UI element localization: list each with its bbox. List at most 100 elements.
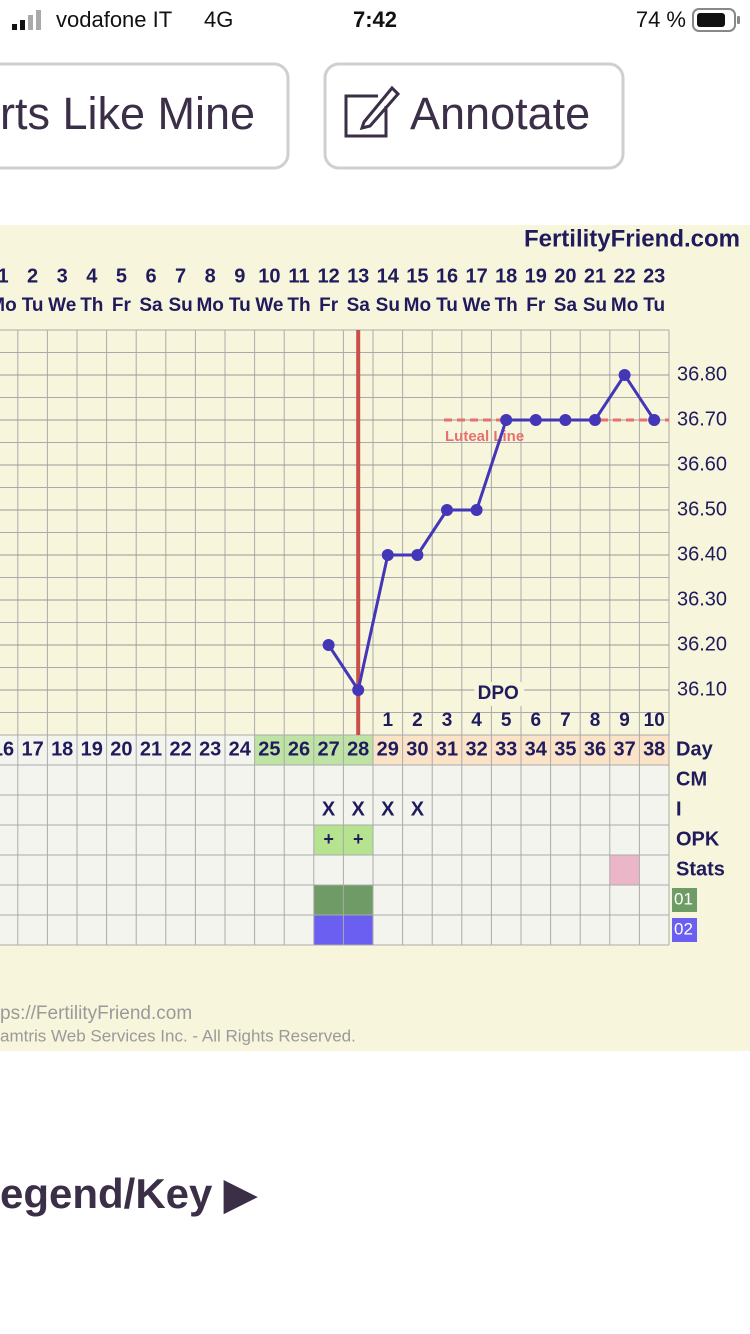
day-number: 10 bbox=[258, 265, 280, 287]
cycle-day: 28 bbox=[347, 738, 369, 760]
temperature-point bbox=[322, 639, 335, 651]
row-label: 01 bbox=[674, 889, 693, 908]
cycle-day: 16 bbox=[0, 738, 14, 760]
day-number: 15 bbox=[406, 265, 428, 287]
y-tick-label: 36.30 bbox=[677, 588, 727, 610]
day-number: 20 bbox=[554, 265, 576, 287]
cycle-day: 30 bbox=[406, 738, 428, 760]
temperature-point bbox=[381, 549, 394, 561]
dpo-number: 1 bbox=[383, 710, 394, 731]
cycle-day-cell bbox=[461, 735, 492, 765]
battery-tip bbox=[737, 16, 740, 24]
row02-cell bbox=[343, 915, 373, 945]
dpo-number: 2 bbox=[412, 710, 423, 731]
signal-bar bbox=[12, 24, 17, 30]
cycle-day: 26 bbox=[288, 738, 310, 760]
y-tick-label: 36.20 bbox=[677, 633, 727, 655]
row01-cell bbox=[343, 885, 373, 915]
cycle-day: 37 bbox=[613, 738, 635, 760]
battery-fill bbox=[697, 13, 725, 27]
dpo-number: 8 bbox=[590, 710, 601, 731]
day-number: 19 bbox=[525, 265, 547, 287]
legend-link[interactable]: egend/Key ▶ bbox=[0, 1170, 258, 1217]
weekday: Fr bbox=[319, 295, 339, 316]
day-number: 21 bbox=[584, 265, 606, 287]
cycle-day-cell bbox=[639, 735, 669, 765]
cycle-day-cell bbox=[521, 735, 551, 765]
stats-cell bbox=[609, 855, 640, 885]
cycle-day-cell bbox=[343, 735, 373, 765]
dpo-number: 7 bbox=[560, 710, 571, 731]
cycle-day-cell bbox=[313, 735, 344, 765]
day-number: 8 bbox=[205, 265, 216, 287]
network: 4G bbox=[204, 7, 233, 32]
row-label-box bbox=[672, 918, 697, 942]
weekday: Sa bbox=[139, 295, 163, 316]
row02-cell bbox=[313, 915, 344, 945]
weekday: We bbox=[48, 295, 76, 316]
weekday: We bbox=[463, 295, 491, 316]
weekday: Mo bbox=[0, 295, 17, 316]
battery-icon bbox=[692, 8, 736, 32]
intercourse-mark: X bbox=[352, 798, 366, 820]
cycle-day: 19 bbox=[81, 738, 103, 760]
day-number: 12 bbox=[317, 265, 339, 287]
carrier: vodafone IT bbox=[56, 7, 172, 32]
cycle-day: 18 bbox=[51, 738, 73, 760]
weekday: Th bbox=[495, 295, 518, 316]
annotate-button[interactable] bbox=[323, 62, 625, 170]
battery-level: 74 % bbox=[636, 7, 686, 32]
button-label: Annotate bbox=[410, 88, 590, 139]
weekday: Tu bbox=[22, 295, 44, 316]
day-number: 6 bbox=[145, 265, 156, 287]
temperature-point bbox=[648, 414, 661, 426]
dpo-number: 9 bbox=[619, 710, 630, 731]
temperature-point bbox=[500, 414, 513, 426]
weekday: Fr bbox=[526, 295, 546, 316]
cycle-day: 27 bbox=[317, 738, 339, 760]
cycle-day: 20 bbox=[110, 738, 132, 760]
weekday: Mo bbox=[196, 295, 223, 316]
cycle-day-cell bbox=[432, 735, 462, 765]
y-tick-label: 36.50 bbox=[677, 498, 727, 520]
temperature-line bbox=[327, 372, 656, 694]
row-label: I bbox=[676, 798, 682, 820]
day-number: 5 bbox=[116, 265, 127, 287]
y-tick-label: 36.10 bbox=[677, 678, 727, 700]
footer-url: ps://FertilityFriend.com bbox=[0, 1003, 192, 1024]
cycle-day: 25 bbox=[258, 738, 280, 760]
signal-bar bbox=[20, 20, 25, 30]
weekday: Mo bbox=[404, 295, 431, 316]
day-number: 17 bbox=[465, 265, 487, 287]
day-number: 18 bbox=[495, 265, 517, 287]
dpo-number: 4 bbox=[471, 710, 482, 731]
dpo-number: 5 bbox=[501, 710, 512, 731]
row-label: OPK bbox=[676, 828, 720, 850]
dpo-number: 3 bbox=[442, 710, 453, 731]
intercourse-mark: X bbox=[322, 798, 336, 820]
signal-bar bbox=[36, 10, 41, 30]
charts-like-mine-button[interactable] bbox=[0, 62, 290, 170]
temperature-point bbox=[589, 414, 601, 426]
row01-cell bbox=[313, 885, 344, 915]
cycle-day-cell bbox=[373, 735, 403, 765]
footer-copyright: amtris Web Services Inc. - All Rights Re… bbox=[0, 1026, 356, 1045]
y-tick-label: 36.60 bbox=[677, 453, 727, 475]
cycle-day-cell bbox=[550, 735, 581, 765]
cycle-day-cell bbox=[254, 735, 285, 765]
day-number: 11 bbox=[288, 265, 309, 287]
edit-icon bbox=[344, 85, 401, 138]
weekday: Su bbox=[376, 295, 400, 316]
dpo-label-bg bbox=[474, 682, 525, 706]
weekday: Fr bbox=[112, 295, 132, 316]
row-label: Stats bbox=[676, 858, 725, 880]
opk-cell bbox=[343, 825, 373, 855]
cycle-day: 35 bbox=[554, 738, 576, 760]
day-number: 7 bbox=[175, 265, 186, 287]
row-label-box bbox=[672, 888, 697, 912]
dpo-label: DPO bbox=[478, 683, 519, 704]
day-number: 3 bbox=[57, 265, 68, 287]
